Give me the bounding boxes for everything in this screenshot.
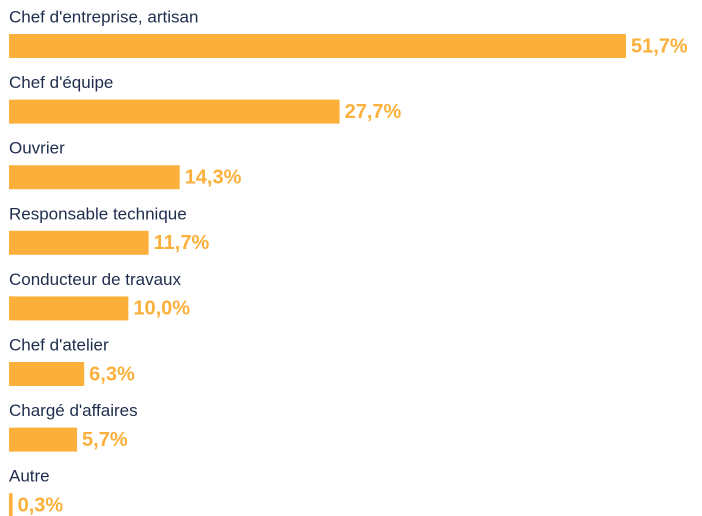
category-label: Chef d'équipe bbox=[9, 73, 113, 92]
category-label: Chef d'entreprise, artisan bbox=[9, 7, 198, 26]
category-label: Autre bbox=[9, 467, 50, 486]
bar bbox=[9, 165, 180, 190]
category-label: Conducteur de travaux bbox=[9, 270, 181, 289]
category-label: Chargé d'affaires bbox=[9, 401, 138, 420]
category-label: Chef d'atelier bbox=[9, 335, 109, 354]
value-label: 14,3% bbox=[185, 166, 242, 188]
category-label: Responsable technique bbox=[9, 204, 187, 223]
bar bbox=[9, 493, 13, 516]
bar bbox=[9, 34, 626, 58]
value-label: 11,7% bbox=[154, 232, 210, 254]
category-label: Ouvrier bbox=[9, 139, 65, 158]
value-label: 10,0% bbox=[133, 298, 190, 320]
bar bbox=[9, 427, 78, 452]
value-label: 6,3% bbox=[89, 363, 135, 385]
bar bbox=[9, 362, 85, 386]
value-label: 5,7% bbox=[82, 429, 128, 451]
bar bbox=[9, 99, 340, 124]
value-label: 51,7% bbox=[631, 35, 688, 57]
value-label: 0,3% bbox=[18, 494, 64, 516]
bar bbox=[9, 230, 149, 255]
value-label: 27,7% bbox=[345, 101, 402, 123]
bar bbox=[9, 296, 129, 321]
